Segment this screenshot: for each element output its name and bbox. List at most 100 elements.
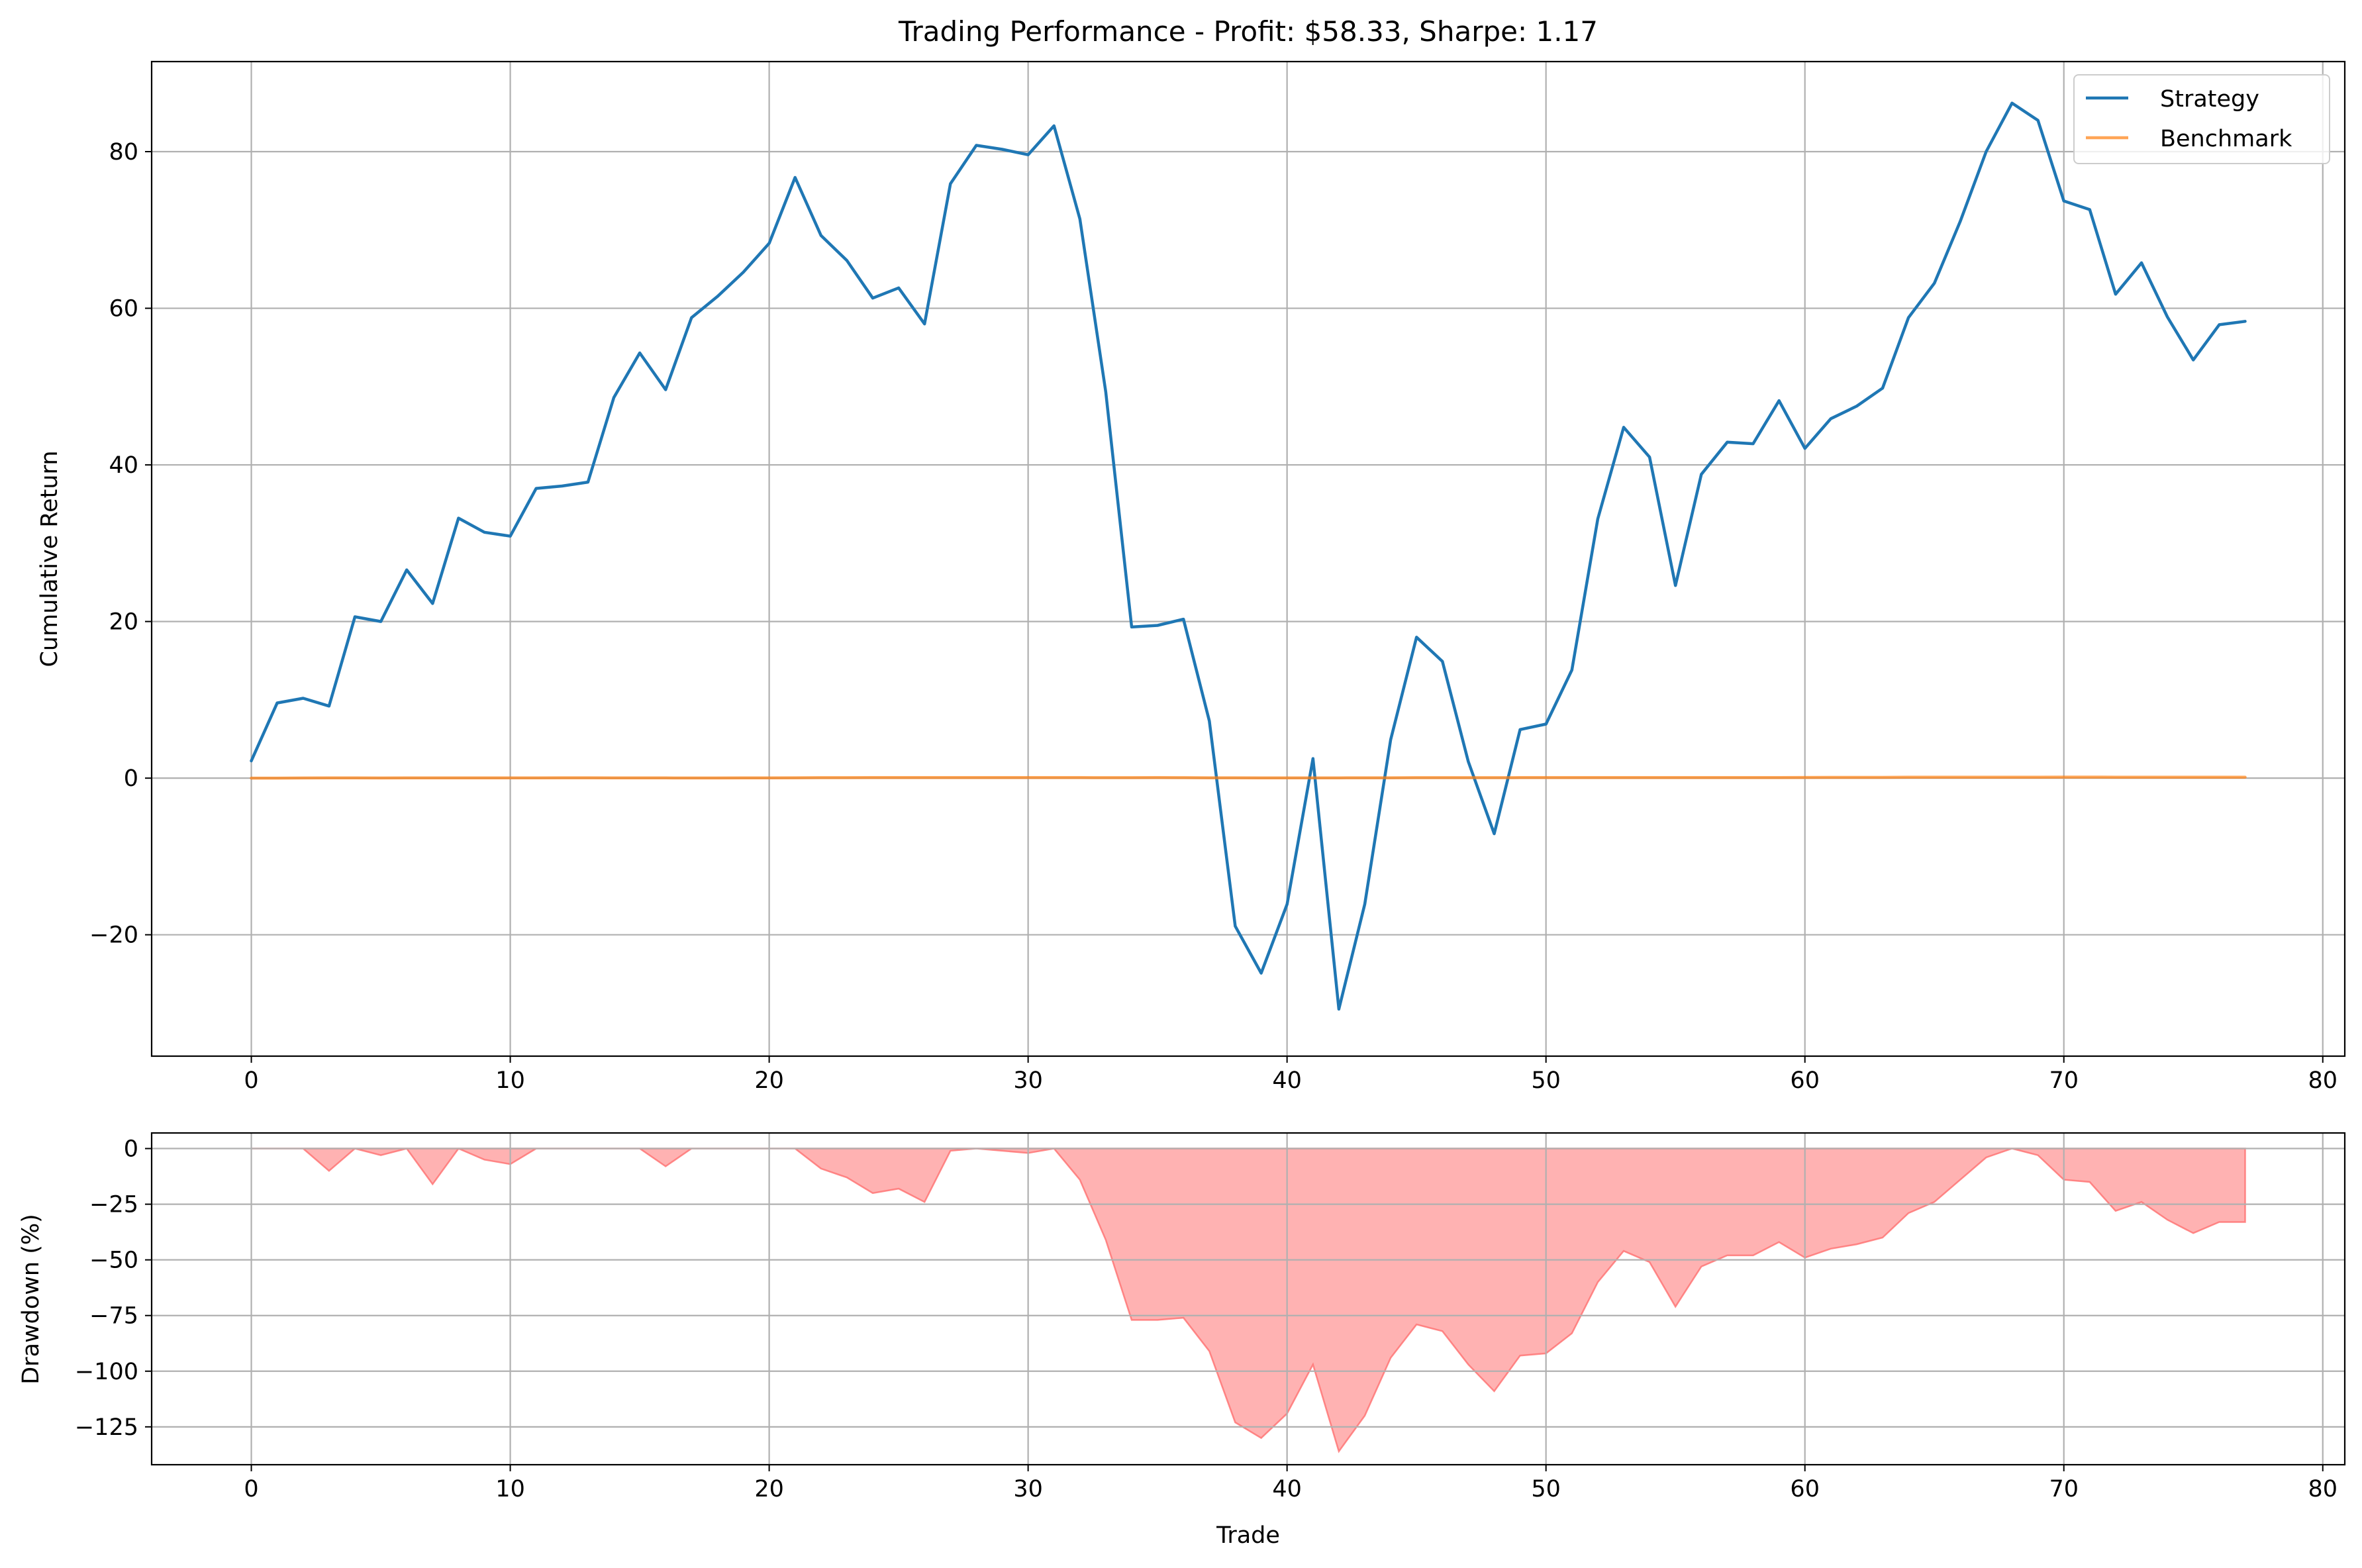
data-point-strategy-68 [2012, 103, 2013, 104]
drawdown-point-54 [1649, 1261, 1650, 1263]
data-point-benchmark-49 [1520, 777, 1521, 779]
top-axes-frame [150, 60, 2346, 1057]
data-point-strategy-77 [2245, 321, 2246, 322]
bottom-y-tick-label--75: −75 [89, 1303, 138, 1330]
series-line-benchmark [250, 775, 2247, 780]
drawdown-point-53 [1623, 1250, 1624, 1251]
bottom-chart: 0 10 20 30 40 50 60 70 80 0 −25 −50 −75 −100 −125 Tra… [18, 1132, 2346, 1549]
top-x-tick-label-70: 70 [2049, 1067, 2079, 1094]
drawdown-point-16 [665, 1166, 666, 1167]
drawdown-point-46 [1442, 1331, 1444, 1332]
drawdown-point-7 [432, 1184, 434, 1185]
data-point-strategy-32 [1079, 219, 1081, 220]
data-point-benchmark-58 [1753, 777, 1754, 778]
data-point-strategy-30 [1028, 154, 1029, 156]
data-point-strategy-63 [1882, 387, 1883, 389]
legend-label-benchmark: Benchmark [2160, 126, 2292, 152]
data-point-strategy-74 [2167, 317, 2168, 318]
data-point-strategy-5 [380, 621, 381, 622]
bottom-x-ticks: 0 10 20 30 40 50 60 70 80 [244, 1465, 2337, 1502]
data-point-strategy-10 [510, 536, 511, 537]
drawdown-point-66 [1960, 1179, 1961, 1181]
legend-box [2073, 74, 2330, 164]
data-point-benchmark-37 [1209, 777, 1210, 779]
data-point-benchmark-20 [769, 777, 770, 779]
drawdown-point-49 [1520, 1355, 1521, 1356]
data-point-strategy-75 [2192, 360, 2194, 361]
drawdown-point-51 [1571, 1333, 1573, 1334]
data-point-benchmark-59 [1779, 777, 1780, 778]
top-x-tick-label-20: 20 [754, 1067, 784, 1094]
data-point-benchmark-64 [1908, 777, 1909, 778]
data-point-strategy-9 [484, 532, 485, 533]
top-y-tick-label-60: 60 [109, 296, 138, 322]
drawdown-point-41 [1312, 1364, 1314, 1365]
drawdown-point-44 [1390, 1357, 1391, 1359]
data-point-strategy-62 [1856, 406, 1857, 407]
data-point-strategy-27 [950, 183, 952, 185]
data-point-strategy-56 [1701, 474, 1702, 475]
data-point-benchmark-32 [1079, 777, 1081, 779]
bottom-x-tick-label-20: 20 [754, 1476, 784, 1502]
data-point-strategy-29 [1002, 149, 1003, 150]
data-point-strategy-19 [743, 271, 744, 273]
data-point-benchmark-10 [510, 777, 511, 779]
data-point-benchmark-33 [1105, 777, 1107, 779]
data-point-strategy-51 [1571, 669, 1573, 671]
data-point-strategy-21 [795, 177, 796, 178]
data-point-benchmark-56 [1701, 777, 1702, 779]
drawdown-point-45 [1416, 1324, 1417, 1325]
top-x-tick-label-40: 40 [1272, 1067, 1302, 1094]
data-point-strategy-36 [1183, 618, 1184, 620]
top-y-axis-label: Cumulative Return [36, 450, 63, 667]
data-point-benchmark-75 [2192, 777, 2194, 778]
data-point-benchmark-1 [277, 777, 278, 779]
data-point-benchmark-13 [587, 777, 589, 779]
data-point-benchmark-43 [1364, 777, 1365, 779]
data-point-benchmark-42 [1338, 777, 1340, 779]
drawdown-point-26 [924, 1201, 925, 1202]
bottom-x-tick-label-40: 40 [1272, 1476, 1302, 1502]
data-point-benchmark-44 [1390, 777, 1391, 779]
data-point-strategy-43 [1364, 904, 1365, 905]
bottom-y-tick-label-0: 0 [124, 1136, 138, 1163]
data-point-benchmark-23 [846, 777, 848, 779]
data-point-strategy-25 [898, 287, 899, 289]
bottom-y-ticks: 0 −25 −50 −75 −100 −125 [75, 1136, 152, 1441]
data-point-strategy-38 [1235, 926, 1236, 927]
data-point-strategy-67 [1986, 151, 1987, 152]
drawdown-point-36 [1183, 1317, 1184, 1318]
data-point-benchmark-0 [251, 777, 252, 779]
data-point-strategy-23 [846, 260, 848, 262]
data-point-strategy-8 [458, 518, 460, 519]
series-line-strategy [250, 101, 2247, 1011]
data-point-benchmark-35 [1157, 777, 1158, 779]
data-point-benchmark-63 [1882, 777, 1883, 778]
drawdown-point-37 [1209, 1351, 1210, 1352]
data-point-benchmark-72 [2115, 777, 2116, 778]
top-y-tick-label--20: −20 [89, 922, 138, 949]
data-point-benchmark-16 [665, 777, 666, 779]
data-point-benchmark-46 [1442, 777, 1444, 779]
data-point-benchmark-27 [950, 777, 952, 778]
top-y-tick-label-0: 0 [124, 765, 138, 792]
drawdown-point-63 [1882, 1237, 1883, 1238]
drawdown-point-43 [1364, 1415, 1365, 1416]
drawdown-point-61 [1830, 1248, 1832, 1250]
data-point-benchmark-65 [1934, 777, 1935, 778]
data-point-strategy-14 [613, 397, 615, 399]
drawdown-point-56 [1701, 1266, 1702, 1267]
data-point-strategy-18 [717, 296, 718, 297]
data-point-benchmark-17 [691, 777, 693, 779]
drawdown-point-71 [2089, 1181, 2091, 1183]
data-point-benchmark-74 [2167, 777, 2168, 778]
bottom-x-tick-label-50: 50 [1531, 1476, 1561, 1502]
bottom-x-tick-label-80: 80 [2308, 1476, 2337, 1502]
data-point-benchmark-31 [1054, 777, 1055, 778]
data-point-strategy-58 [1753, 443, 1754, 444]
data-point-benchmark-5 [380, 777, 381, 779]
data-point-benchmark-45 [1416, 777, 1417, 779]
drawdown-point-42 [1338, 1451, 1340, 1452]
data-point-benchmark-15 [639, 777, 640, 779]
